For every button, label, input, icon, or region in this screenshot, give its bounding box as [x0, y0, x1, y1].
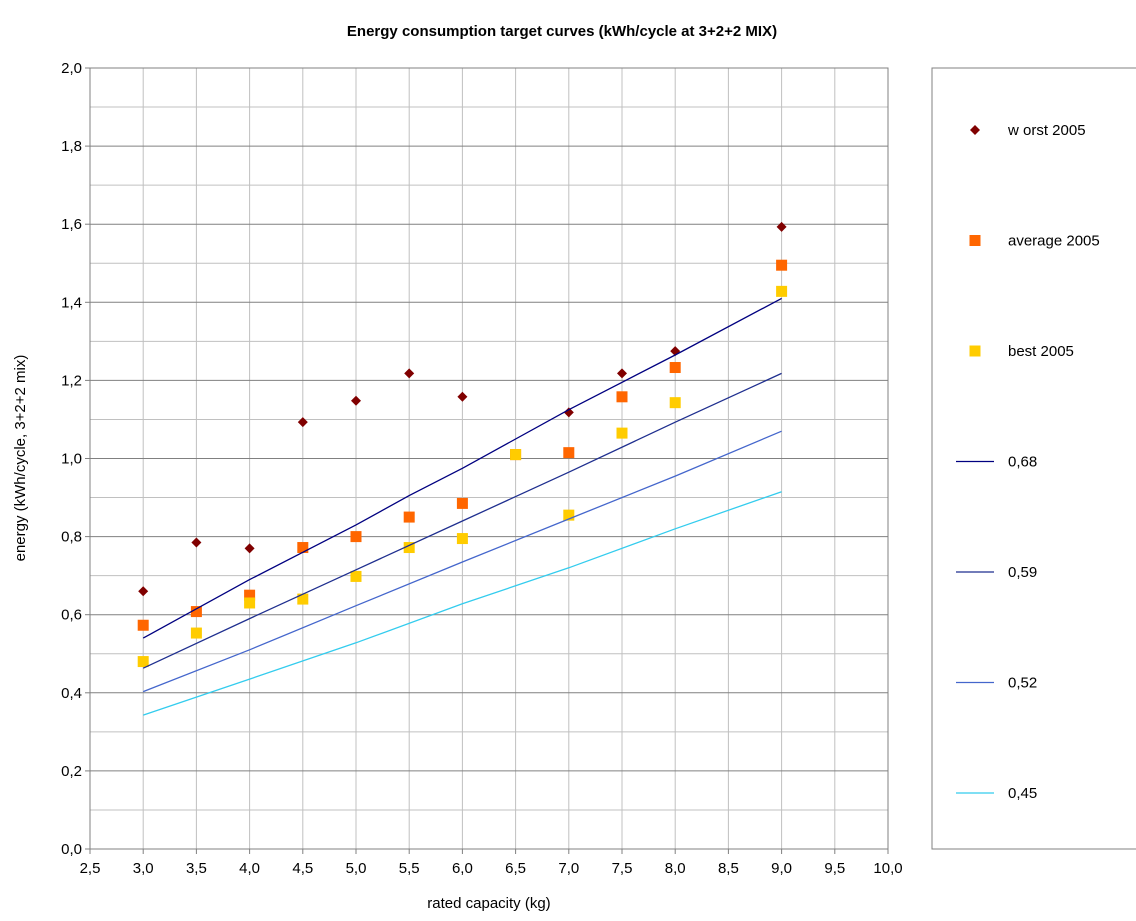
y-tick-label: 1,0	[61, 451, 82, 468]
series-0-45	[142, 491, 782, 716]
data-point-diamond	[191, 537, 202, 548]
y-tick-label: 1,2	[61, 372, 82, 389]
data-point-square	[297, 542, 309, 554]
x-tick-label: 2,5	[80, 860, 101, 877]
x-tick-label: 4,5	[292, 860, 313, 877]
legend-item: best 2005	[969, 343, 1074, 360]
y-tick-label: 1,4	[61, 294, 82, 311]
series-line	[142, 430, 782, 693]
data-point-square	[297, 593, 309, 605]
x-tick-label: 9,5	[824, 860, 845, 877]
data-point-diamond	[297, 417, 308, 428]
x-tick-label: 7,5	[612, 860, 633, 877]
data-point-diamond	[351, 395, 361, 406]
y-axis-label: energy (kWh/cycle, 3+2+2 mix)	[12, 355, 29, 562]
legend-label: w orst 2005	[1007, 122, 1086, 139]
legend-label: 0,59	[1008, 564, 1037, 581]
x-tick-label: 7,0	[558, 860, 579, 877]
data-point-square	[137, 619, 149, 631]
y-tick-label: 0,6	[61, 607, 82, 624]
data-point-diamond	[563, 407, 574, 418]
x-tick-label: 9,0	[771, 860, 792, 877]
x-tick-label: 4,0	[239, 860, 260, 877]
legend-label: 0,68	[1008, 454, 1037, 471]
data-point-diamond	[244, 543, 255, 554]
legend-item: 0,52	[956, 675, 1037, 692]
data-point-square	[456, 533, 468, 545]
data-point-square	[616, 427, 628, 439]
y-tick-label: 0,2	[61, 763, 82, 780]
data-point-square	[403, 542, 415, 554]
series-line	[142, 297, 782, 639]
series-w-orst-2005	[138, 221, 787, 597]
y-tick-label: 1,6	[61, 216, 82, 233]
data-point-square	[244, 589, 256, 601]
data-point-square	[669, 362, 681, 374]
x-axis-label: rated capacity (kg)	[427, 895, 550, 912]
legend-item: average 2005	[969, 233, 1100, 250]
legend-box	[931, 67, 1136, 850]
series-line	[142, 372, 782, 669]
x-tick-label: 3,5	[186, 860, 207, 877]
legend-item: w orst 2005	[970, 122, 1086, 139]
chart-title: Energy consumption target curves (kWh/cy…	[347, 23, 777, 40]
legend-swatch-square	[969, 345, 981, 357]
grid-layer	[90, 68, 888, 849]
data-point-square	[190, 627, 202, 639]
legend-label: average 2005	[1008, 233, 1100, 250]
data-point-square	[776, 285, 788, 297]
data-point-diamond	[138, 586, 149, 597]
x-tick-label: 10,0	[873, 860, 902, 877]
data-point-square	[456, 497, 468, 509]
data-point-diamond	[404, 368, 415, 379]
data-point-square	[137, 656, 149, 668]
y-tick-label: 0,8	[61, 529, 82, 546]
x-tick-label: 8,5	[718, 860, 739, 877]
legend-swatch-square	[969, 235, 981, 246]
legend-label: 0,45	[1008, 785, 1037, 802]
y-tick-label: 1,8	[61, 138, 82, 155]
x-tick-label: 6,5	[505, 860, 526, 877]
data-point-square	[563, 509, 575, 521]
data-point-square	[616, 391, 628, 403]
series-line	[142, 491, 782, 716]
series-layer	[137, 221, 788, 716]
y-tick-label: 2,0	[61, 60, 82, 77]
series-0-68	[142, 297, 782, 639]
x-tick-label: 3,0	[133, 860, 154, 877]
data-point-square	[350, 531, 362, 543]
data-point-square	[563, 447, 575, 459]
y-tick-label: 0,0	[61, 841, 82, 858]
data-point-square	[244, 597, 256, 609]
data-point-diamond	[776, 221, 787, 232]
x-tick-label: 5,5	[399, 860, 420, 877]
y-tick-label: 0,4	[61, 685, 82, 702]
legend-item: 0,68	[956, 454, 1037, 471]
legend-item: 0,59	[956, 564, 1037, 581]
x-tick-label: 8,0	[665, 860, 686, 877]
data-point-diamond	[457, 391, 468, 402]
data-point-square	[510, 449, 522, 461]
legend-item: 0,45	[956, 785, 1037, 802]
legend: w orst 2005 average 2005 best 2005 0,68 0,59…	[956, 122, 1100, 802]
legend-label: best 2005	[1008, 343, 1074, 360]
tick-layer: 2,5 3,0 3,5 4,0 4,5 5,0 5,5 6,0 6,5 7,0 7,5 8,0 8,5 9…	[61, 60, 902, 877]
series-0-52	[142, 430, 782, 693]
series-0-59	[142, 372, 782, 669]
legend-swatch-diamond	[970, 125, 980, 135]
data-point-square	[403, 511, 415, 523]
data-point-square	[776, 259, 788, 271]
data-point-diamond	[617, 368, 627, 379]
data-point-square	[190, 606, 202, 618]
x-tick-label: 5,0	[346, 860, 367, 877]
data-point-square	[669, 397, 681, 409]
x-tick-label: 6,0	[452, 860, 473, 877]
data-point-square	[350, 570, 362, 582]
series-best-2005	[137, 285, 788, 668]
legend-label: 0,52	[1008, 675, 1037, 692]
